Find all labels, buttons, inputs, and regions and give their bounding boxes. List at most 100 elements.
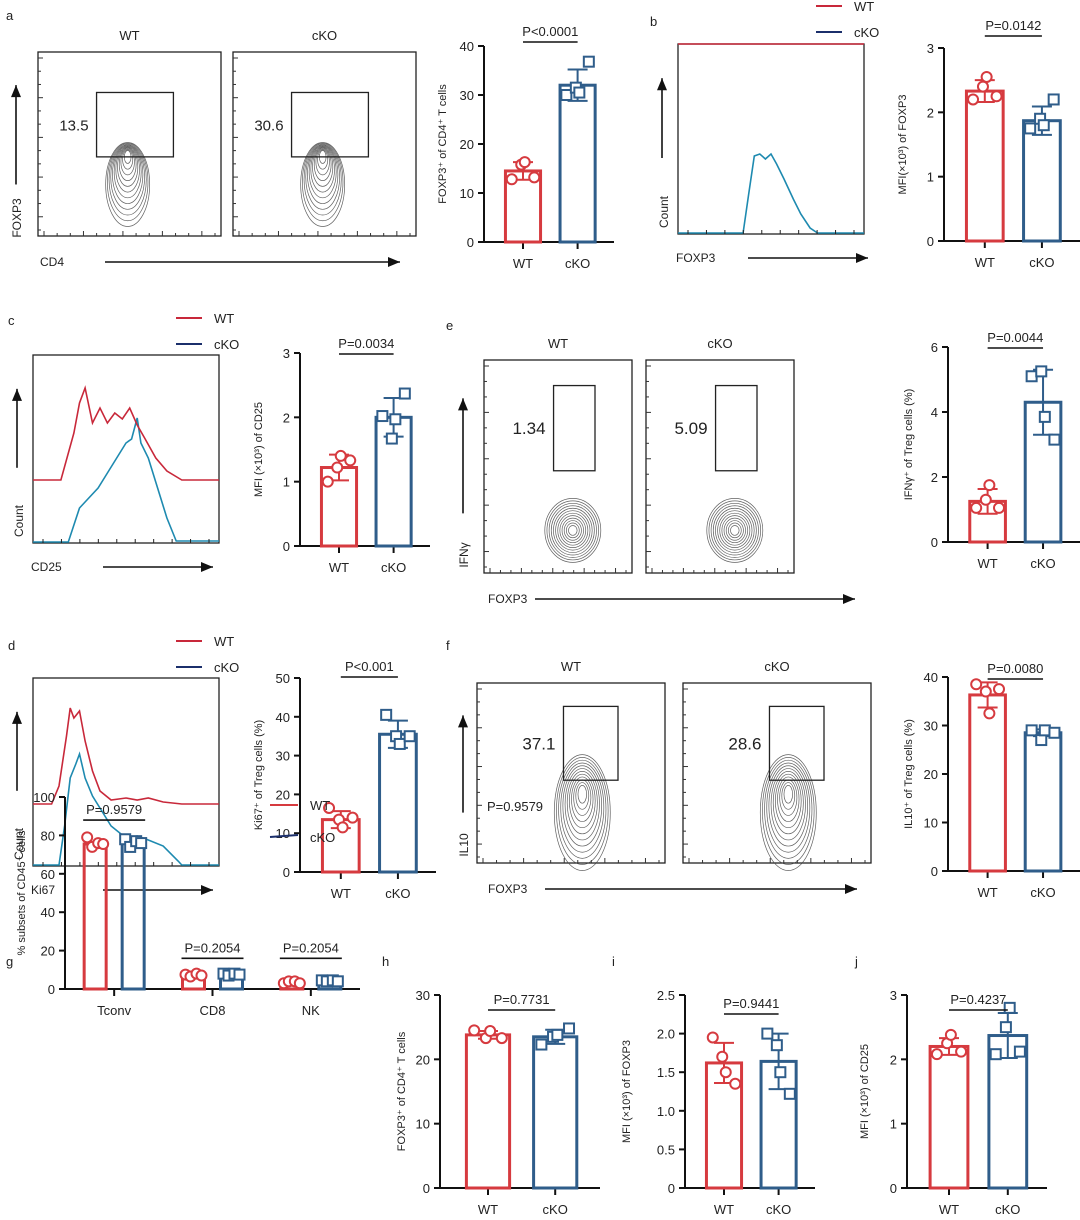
data-point-cko (398, 387, 411, 400)
contour-line (764, 759, 813, 859)
panel-label-d: d (8, 638, 15, 653)
panel-label-b: b (650, 14, 657, 29)
x-axis-arrow-head (388, 257, 400, 267)
data-point-wt (993, 501, 1006, 514)
histogram-b: Count FOXP3 WT cKO (657, 0, 879, 265)
y-tick-label: 2 (283, 410, 290, 425)
contour-line (708, 500, 761, 561)
y-axis-arrow-head (11, 85, 21, 98)
contour-line (550, 505, 595, 556)
panel-label-g: g (6, 954, 13, 969)
y-tick-label: 10 (924, 816, 938, 831)
contour-line (772, 771, 804, 835)
x-axis-arrow-head (201, 562, 213, 572)
y-tick-label: 30 (924, 719, 938, 734)
data-point-wt (979, 493, 992, 506)
contour-line (565, 522, 580, 539)
data-point-wt (716, 1050, 729, 1063)
contour-line (560, 762, 605, 853)
bar-cko-tconv (120, 841, 146, 991)
legend-label-cko: cKO (214, 660, 239, 675)
y-axis-label: IL10 (457, 833, 471, 857)
y-tick-label: 0 (890, 1181, 897, 1196)
data-point-cko (403, 730, 416, 743)
flow-panel-title: cKO (764, 659, 789, 674)
y-tick-label: 80 (41, 828, 55, 843)
flow-plot-frame (37, 51, 222, 237)
contour-line (105, 142, 151, 227)
legend-label-wt: WT (854, 0, 874, 14)
y-tick-label: 30 (416, 988, 430, 1003)
contour-line (725, 520, 744, 541)
flow-plot-frame (476, 682, 666, 864)
data-point-cko (774, 1066, 787, 1079)
data-point-cko (783, 1087, 796, 1100)
histogram-d: Count Ki67 WT cKO (12, 634, 239, 897)
data-point-wt (323, 801, 336, 814)
contour-line (555, 510, 591, 551)
bar-chart-b: 0 1 2 3 MFI(×10³) of FOXP3 WT cKO P=0.0142 (897, 18, 1080, 270)
data-point-cko (331, 975, 344, 988)
y-tick-label: 0 (48, 982, 55, 997)
y-axis-label: FOXP3⁺ of CD4⁺ T cells (437, 84, 449, 204)
x-tick-label: cKO (565, 256, 590, 271)
y-tick-label: 2 (927, 105, 934, 120)
contour-line (122, 149, 134, 170)
contour-line (727, 522, 742, 539)
contour-line (310, 146, 335, 193)
bar-chart-h: 0 10 20 30 FOXP3⁺ of CD4⁺ T cells WT cKO P=0.77… (396, 988, 600, 1217)
contour-line (721, 515, 749, 546)
contour-line (781, 782, 796, 810)
flow-panel-title: WT (561, 659, 581, 674)
legend-label-cko: cKO (214, 337, 239, 352)
legend-label-cko: cKO (310, 830, 335, 845)
contour-line (577, 784, 587, 804)
y-tick-label: 0 (423, 1181, 430, 1196)
x-tick-label: WT (478, 1202, 498, 1217)
bar-chart-f: 0 10 20 30 40 IL10⁺ of Treg cells (%) WT cKO P=0… (903, 661, 1080, 900)
histogram-frame (32, 354, 220, 544)
contour-line (564, 768, 600, 841)
gate-percentage: 5.09 (674, 419, 707, 438)
legend-label-wt: WT (214, 311, 234, 326)
gate-percentage: 37.1 (522, 734, 555, 753)
data-point-wt (518, 156, 531, 169)
flow-plot-frame (645, 359, 795, 574)
y-tick-label: 60 (41, 867, 55, 882)
data-point-cko (770, 1039, 783, 1052)
y-tick-label: 10 (460, 186, 474, 201)
data-point-cko (560, 89, 573, 101)
x-tick-label: cKO (766, 1202, 791, 1217)
contour-line (546, 500, 599, 561)
bar-chart-j: 0 1 2 3 MFI (×10³) of CD25 WT cKO P=0.4237 (859, 988, 1047, 1217)
contour-line (717, 510, 753, 551)
panel-label-e: e (446, 318, 453, 333)
y-axis-label: Count (12, 827, 26, 860)
y-axis-label: FOXP3⁺ of CD4⁺ T cells (396, 1031, 408, 1151)
y-tick-label: 30 (276, 749, 290, 764)
flow-plot-frame (682, 682, 872, 864)
contour-line (553, 507, 593, 553)
gate-percentage: 30.6 (254, 118, 283, 135)
p-value-label: P<0.001 (345, 659, 394, 674)
contour-line (112, 145, 144, 204)
histogram-curve-wt (33, 707, 219, 805)
gate-rectangle (95, 91, 175, 158)
gate-rectangle (768, 705, 825, 781)
contour-line (762, 757, 815, 865)
contour-line (723, 517, 746, 544)
bar-wt (964, 89, 1005, 243)
data-point-cko (380, 708, 393, 721)
contour-line (759, 754, 817, 871)
x-tick-label: WT (975, 255, 995, 270)
data-point-cko (1035, 365, 1048, 378)
contour-line (307, 145, 339, 204)
flow-panel-title: cKO (312, 28, 337, 43)
y-axis-label: FOXP3 (10, 198, 24, 238)
data-point-wt (344, 454, 357, 467)
bar-cko (1022, 119, 1062, 243)
y-tick-label: 1 (927, 170, 934, 185)
data-point-wt (944, 1028, 957, 1041)
contour-line (730, 525, 740, 536)
histogram-curve-cko (678, 152, 864, 234)
